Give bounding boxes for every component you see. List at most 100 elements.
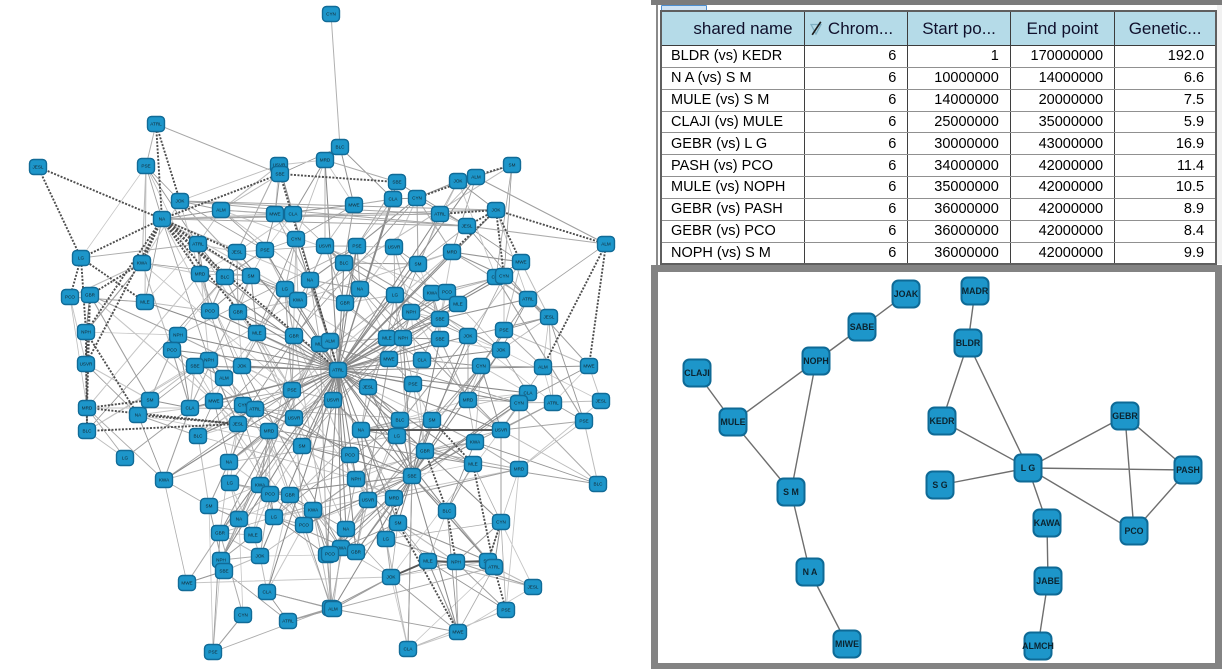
svg-text:BLC: BLC xyxy=(221,275,231,280)
svg-text:CLA: CLA xyxy=(404,647,414,652)
svg-text:SBE: SBE xyxy=(190,364,199,369)
svg-text:JOK: JOK xyxy=(256,554,266,559)
svg-text:SM: SM xyxy=(415,262,422,267)
svg-text:GBR: GBR xyxy=(85,293,96,298)
svg-text:SM: SM xyxy=(429,418,436,423)
svg-text:KWA: KWA xyxy=(470,440,481,445)
svg-text:ALM: ALM xyxy=(538,365,548,370)
svg-text:USVR: USVR xyxy=(327,398,340,403)
svg-text:GBR: GBR xyxy=(285,493,296,498)
svg-text:MRD: MRD xyxy=(320,158,331,163)
svg-text:JOK: JOK xyxy=(387,575,397,580)
svg-text:PSE: PSE xyxy=(141,164,150,169)
svg-text:NA: NA xyxy=(135,413,142,418)
svg-text:MWE: MWE xyxy=(583,364,594,369)
svg-text:MLE: MLE xyxy=(468,462,477,467)
svg-text:LG: LG xyxy=(271,515,278,520)
svg-text:ATRL: ATRL xyxy=(522,297,534,302)
svg-text:ATRL: ATRL xyxy=(249,407,261,412)
svg-text:ALM: ALM xyxy=(325,339,335,344)
svg-text:SBE: SBE xyxy=(275,172,284,177)
svg-text:PCO: PCO xyxy=(345,453,355,458)
svg-text:JOK: JOK xyxy=(176,199,186,204)
svg-text:MLE: MLE xyxy=(140,300,149,305)
svg-text:MWE: MWE xyxy=(181,581,192,586)
svg-text:NA: NA xyxy=(343,527,350,532)
svg-text:SBE: SBE xyxy=(392,180,401,185)
svg-text:CLA: CLA xyxy=(289,212,299,217)
svg-text:MRD: MRD xyxy=(447,250,458,255)
svg-text:BLDR: BLDR xyxy=(956,338,981,348)
svg-text:MLE: MLE xyxy=(423,559,432,564)
svg-text:KWA: KWA xyxy=(159,478,170,483)
svg-text:JESL: JESL xyxy=(233,422,244,427)
svg-text:ATRL: ATRL xyxy=(547,401,559,406)
svg-text:BLC: BLC xyxy=(340,261,350,266)
svg-text:USVR: USVR xyxy=(273,163,286,168)
svg-text:PSE: PSE xyxy=(579,419,588,424)
svg-text:BLC: BLC xyxy=(336,145,346,150)
svg-text:PSE: PSE xyxy=(499,328,508,333)
svg-text:BLC: BLC xyxy=(396,418,406,423)
svg-text:USVR: USVR xyxy=(388,245,401,250)
svg-text:SM: SM xyxy=(509,163,516,168)
svg-text:SBE: SBE xyxy=(435,317,444,322)
svg-text:NPH: NPH xyxy=(351,477,361,482)
svg-text:SBE: SBE xyxy=(435,337,444,342)
svg-text:CLA: CLA xyxy=(263,590,273,595)
svg-text:BLC: BLC xyxy=(594,482,604,487)
svg-text:MRD: MRD xyxy=(195,272,206,277)
svg-text:JOK: JOK xyxy=(492,208,502,213)
svg-text:KWA: KWA xyxy=(336,546,347,551)
svg-text:MWE: MWE xyxy=(515,260,526,265)
svg-text:NPH: NPH xyxy=(204,358,214,363)
svg-text:PCO: PCO xyxy=(65,295,75,300)
svg-text:GBR: GBR xyxy=(289,334,300,339)
svg-text:MWE: MWE xyxy=(208,399,219,404)
svg-text:CLA: CLA xyxy=(389,197,399,202)
svg-text:GBR: GBR xyxy=(420,449,431,454)
svg-text:BLC: BLC xyxy=(194,434,204,439)
svg-text:ALMCH: ALMCH xyxy=(1022,641,1054,651)
svg-text:MRD: MRD xyxy=(264,429,275,434)
svg-text:CYN: CYN xyxy=(412,196,422,201)
svg-text:GBR: GBR xyxy=(340,301,351,306)
svg-text:SM: SM xyxy=(248,274,255,279)
svg-text:ATRL: ATRL xyxy=(488,565,500,570)
svg-text:S M: S M xyxy=(783,487,799,497)
svg-text:JESL: JESL xyxy=(462,224,473,229)
svg-text:N A: N A xyxy=(803,567,818,577)
svg-text:MRD: MRD xyxy=(514,467,525,472)
svg-text:CYN: CYN xyxy=(238,403,248,408)
svg-text:NA: NA xyxy=(236,517,243,522)
svg-text:CLA: CLA xyxy=(524,391,534,396)
svg-text:MWE: MWE xyxy=(348,203,359,208)
svg-text:ATRL: ATRL xyxy=(332,368,344,373)
svg-text:NA: NA xyxy=(358,428,365,433)
svg-text:MWE: MWE xyxy=(383,357,394,362)
svg-text:GBR: GBR xyxy=(215,531,226,536)
svg-text:PCO: PCO xyxy=(205,309,215,314)
svg-text:MULE: MULE xyxy=(721,417,746,427)
svg-text:NA: NA xyxy=(226,460,233,465)
svg-text:JESL: JESL xyxy=(528,585,539,590)
svg-text:NA: NA xyxy=(159,217,166,222)
svg-text:CLA: CLA xyxy=(186,406,196,411)
svg-text:KWA: KWA xyxy=(255,483,266,488)
svg-text:MRD: MRD xyxy=(389,496,400,501)
svg-text:ATRL: ATRL xyxy=(192,242,204,247)
svg-text:JOK: JOK xyxy=(464,334,474,339)
svg-text:NPH: NPH xyxy=(398,336,408,341)
svg-text:KWA: KWA xyxy=(427,291,438,296)
svg-text:PSE: PSE xyxy=(352,244,361,249)
svg-text:MADR: MADR xyxy=(962,286,989,296)
svg-text:PSE: PSE xyxy=(501,608,510,613)
svg-text:CYN: CYN xyxy=(499,274,509,279)
svg-text:GBR: GBR xyxy=(351,550,362,555)
svg-text:MIWE: MIWE xyxy=(835,639,859,649)
svg-text:L G: L G xyxy=(1021,463,1036,473)
svg-text:SM: SM xyxy=(299,444,306,449)
svg-text:KWA: KWA xyxy=(308,508,319,513)
svg-text:JOAK: JOAK xyxy=(894,289,919,299)
svg-text:PSE: PSE xyxy=(408,382,417,387)
